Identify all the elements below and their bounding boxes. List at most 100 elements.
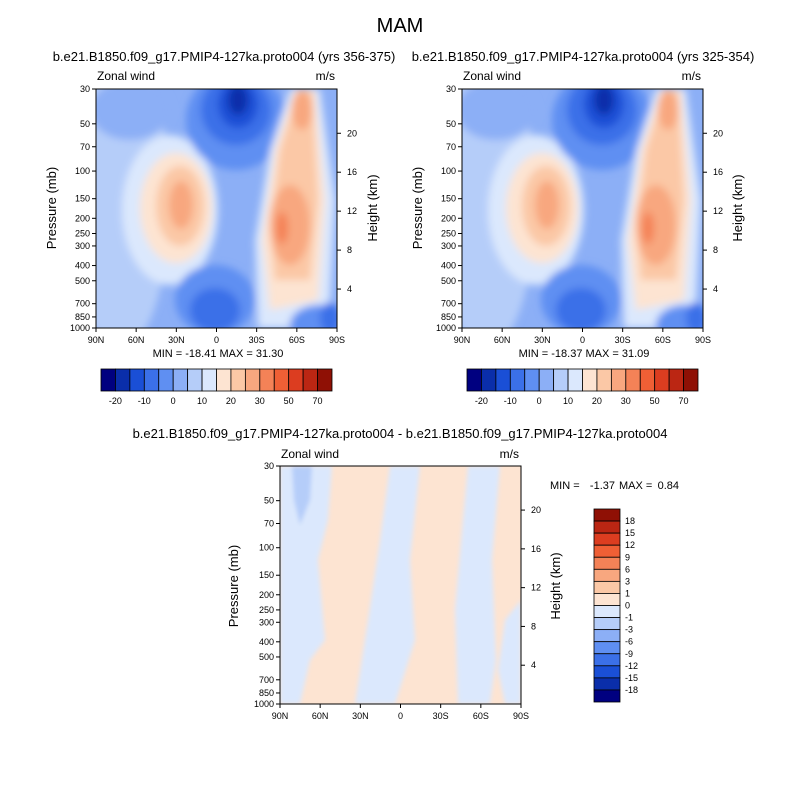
latitude-tick-label: 90S xyxy=(329,335,345,345)
panel-3-ylabel: Pressure (mb) xyxy=(226,545,241,627)
pressure-tick-label: 500 xyxy=(75,276,90,286)
colorbar-swatch xyxy=(115,368,131,392)
pressure-tick-label: 200 xyxy=(75,213,90,223)
pressure-tick-label: 50 xyxy=(80,119,90,129)
latitude-tick-label: 30N xyxy=(168,335,185,345)
panel-1-title: b.e21.B1850.f09_g17.PMIP4-127ka.proto004… xyxy=(53,49,396,64)
panel-3-stats-max-label: MAX = xyxy=(619,480,652,492)
colorbar-swatch xyxy=(481,368,497,392)
latitude-tick-label: 60N xyxy=(494,335,511,345)
colorbar-swatch xyxy=(625,368,641,392)
colorbar-swatch xyxy=(187,368,203,392)
colorbar-label: -3 xyxy=(625,625,633,635)
panel-2-ylabel-right: Height (km) xyxy=(730,174,745,241)
colorbar-label: 18 xyxy=(625,516,635,526)
pressure-tick-label: 70 xyxy=(446,142,456,152)
pressure-tick-label: 100 xyxy=(259,543,274,553)
colorbar-label: 20 xyxy=(226,396,236,406)
colorbar-label: -20 xyxy=(109,396,122,406)
latitude-tick-label: 60S xyxy=(655,335,671,345)
pressure-tick-label: 70 xyxy=(80,142,90,152)
colorbar-label: -10 xyxy=(138,396,151,406)
height-tick-label: 12 xyxy=(531,583,541,593)
height-tick-label: 20 xyxy=(713,128,723,138)
pressure-tick-label: 50 xyxy=(446,119,456,129)
colorbar-swatch xyxy=(593,593,621,606)
panel-2-ylabel: Pressure (mb) xyxy=(410,167,425,249)
pressure-tick-label: 150 xyxy=(75,194,90,204)
panel-3-stats-min-label: MIN = xyxy=(550,480,580,492)
colorbar-swatch xyxy=(172,368,189,392)
pressure-tick-label: 200 xyxy=(259,590,274,600)
pressure-tick-label: 400 xyxy=(441,261,456,271)
colorbar-swatch xyxy=(143,368,160,392)
colorbar-swatch xyxy=(668,368,684,392)
colorbar-label: 6 xyxy=(625,564,630,574)
colorbar-label: 9 xyxy=(625,552,630,562)
colorbar-label: -6 xyxy=(625,637,633,647)
height-tick-label: 16 xyxy=(347,167,357,177)
height-tick-label: 16 xyxy=(713,167,723,177)
colorbar-swatch xyxy=(593,556,621,570)
colorbar-label: 70 xyxy=(313,396,323,406)
colorbar-swatch xyxy=(593,629,621,643)
latitude-tick-label: 30S xyxy=(615,335,631,345)
height-tick-label: 8 xyxy=(347,245,352,255)
panel-1-units: m/s xyxy=(316,69,335,83)
pressure-tick-label: 500 xyxy=(441,276,456,286)
latitude-tick-label: 90S xyxy=(695,335,711,345)
colorbar-label: 10 xyxy=(197,396,207,406)
colorbar-swatch xyxy=(567,368,583,392)
page-title: MAM xyxy=(377,15,424,37)
height-tick-label: 16 xyxy=(531,544,541,554)
colorbar-swatch xyxy=(553,368,569,392)
colorbar-swatch xyxy=(593,665,621,679)
colorbar-swatch xyxy=(593,520,621,534)
latitude-tick-label: 0 xyxy=(214,335,219,345)
pressure-tick-label: 850 xyxy=(259,688,274,698)
pressure-tick-label: 1000 xyxy=(70,323,90,333)
colorbar-label: 20 xyxy=(592,396,602,406)
colorbar-label: 12 xyxy=(625,540,635,550)
height-tick-label: 8 xyxy=(713,245,718,255)
pressure-tick-label: 30 xyxy=(80,84,90,94)
colorbar-swatch xyxy=(538,368,555,392)
colorbar-swatch xyxy=(129,368,145,392)
panel-3-stats-max: 0.84 xyxy=(658,480,679,492)
colorbar-swatch xyxy=(201,368,217,392)
colorbar-label: -12 xyxy=(625,661,638,671)
panel-3-units: m/s xyxy=(500,447,519,461)
colorbar-label: -15 xyxy=(625,673,638,683)
colorbar-swatch xyxy=(259,368,275,392)
panel-3: b.e21.B1850.f09_g17.PMIP4-127ka.proto004… xyxy=(133,426,679,721)
colorbar-label: 50 xyxy=(650,396,660,406)
panel-3-title: b.e21.B1850.f09_g17.PMIP4-127ka.proto004… xyxy=(133,426,668,441)
colorbar-label: 0 xyxy=(171,396,176,406)
colorbar-swatch xyxy=(593,532,621,546)
height-tick-label: 20 xyxy=(531,505,541,515)
colorbar-swatch xyxy=(596,368,612,392)
colorbar-label: -10 xyxy=(504,396,517,406)
colorbar-swatch xyxy=(302,368,318,392)
colorbar-label: 0 xyxy=(537,396,542,406)
height-tick-label: 12 xyxy=(347,206,357,216)
colorbar-swatch xyxy=(610,368,627,392)
height-tick-label: 12 xyxy=(713,206,723,216)
pressure-tick-label: 300 xyxy=(441,241,456,251)
panel-1-ylabel-right: Height (km) xyxy=(365,174,380,241)
colorbar-label: 30 xyxy=(255,396,265,406)
pressure-tick-label: 1000 xyxy=(254,699,274,709)
colorbar-swatch xyxy=(593,689,621,703)
pressure-tick-label: 100 xyxy=(75,166,90,176)
latitude-tick-label: 60N xyxy=(312,711,329,721)
colorbar-swatch xyxy=(593,617,621,631)
colorbar-swatch xyxy=(593,605,621,618)
pressure-tick-label: 200 xyxy=(441,213,456,223)
height-tick-label: 4 xyxy=(347,284,352,294)
latitude-tick-label: 30N xyxy=(352,711,369,721)
colorbar-label: 10 xyxy=(563,396,573,406)
pressure-tick-label: 250 xyxy=(259,605,274,615)
colorbar-swatch xyxy=(654,368,670,392)
panel-2-field xyxy=(462,89,703,328)
colorbar-swatch xyxy=(509,368,526,392)
